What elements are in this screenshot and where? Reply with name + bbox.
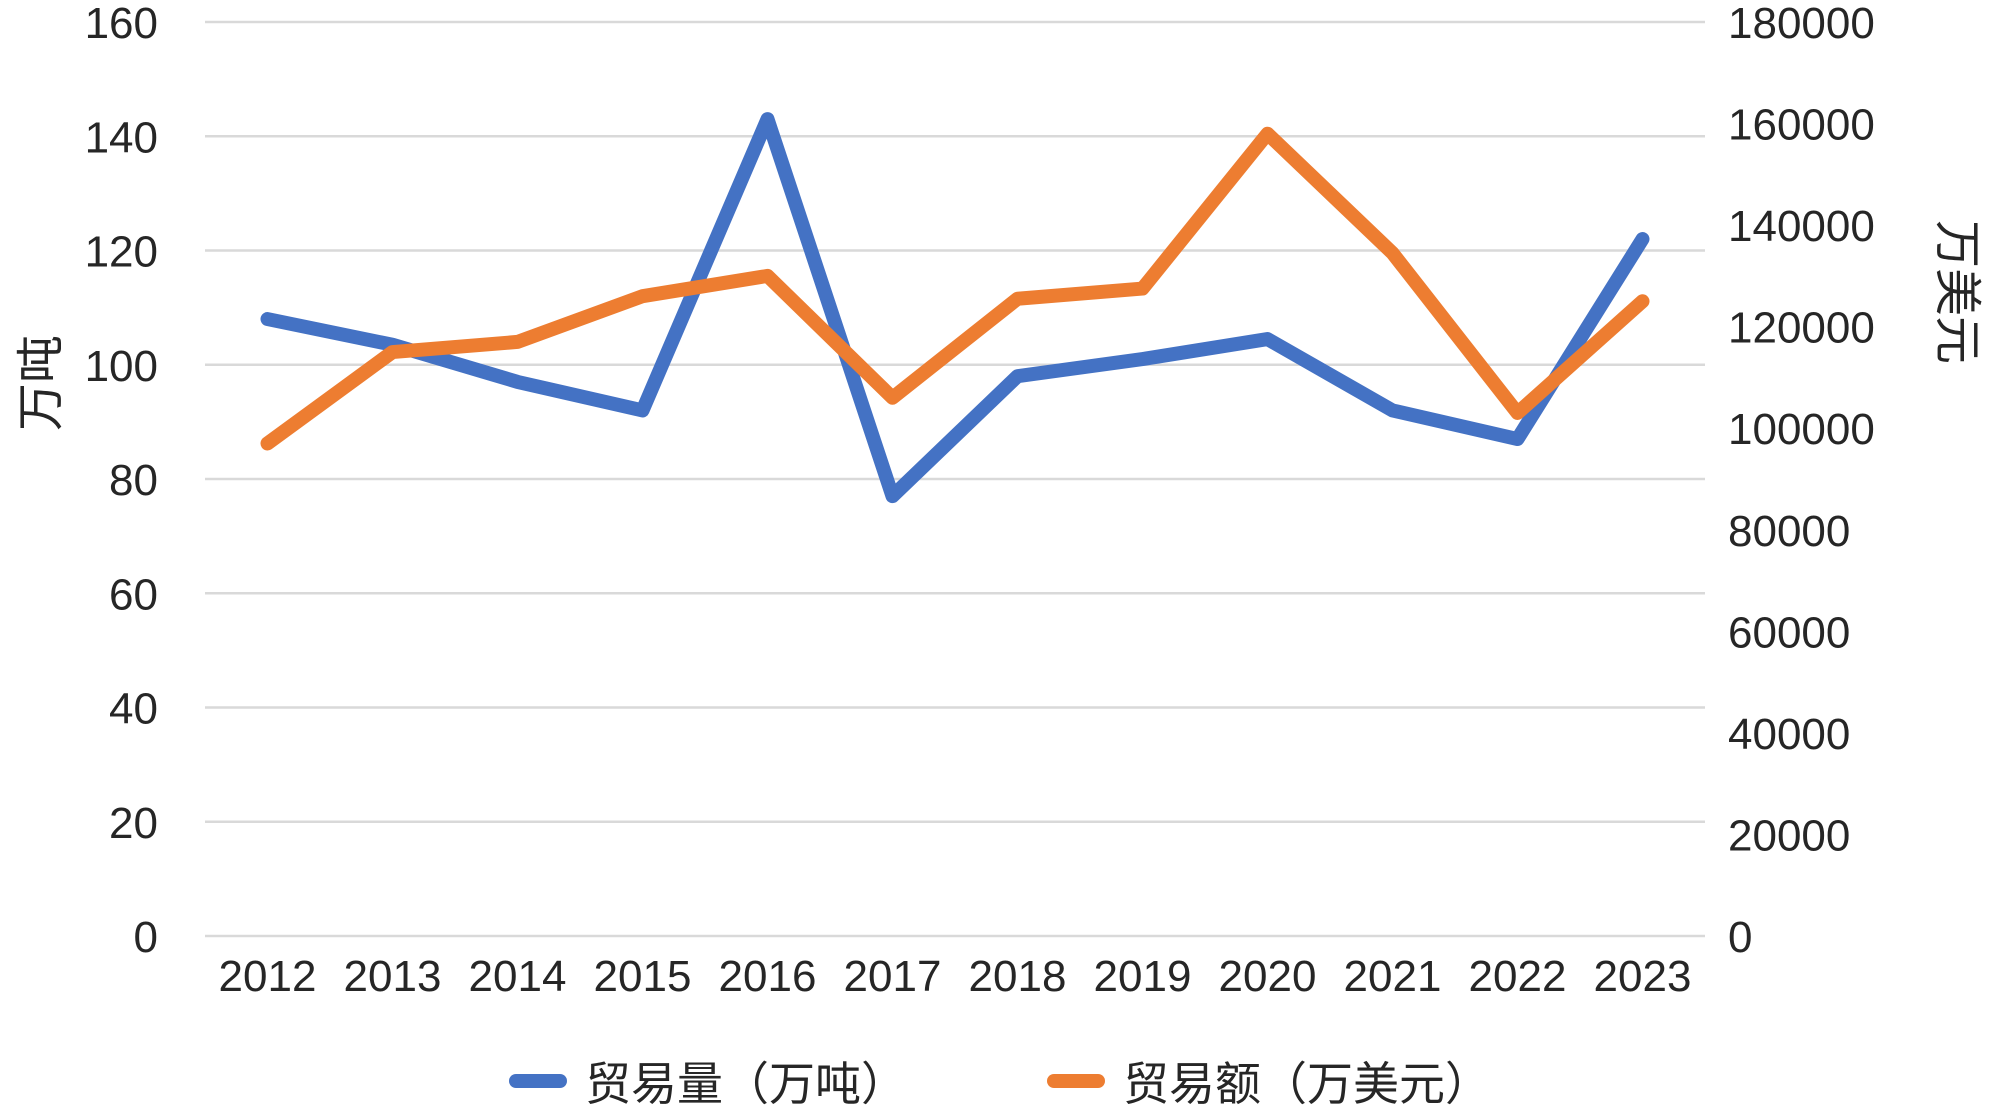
y-right-tick-label: 180000 — [1728, 0, 1875, 48]
y-right-tick-label: 60000 — [1728, 608, 1850, 657]
x-tick-label: 2020 — [1219, 952, 1317, 1001]
x-tick-label: 2019 — [1094, 952, 1192, 1001]
y-left-tick-label: 60 — [109, 570, 158, 619]
y-axis-right-tick-labels: 0 20000 40000 60000 80000 100000 120000 140000 1… — [1728, 0, 1875, 962]
series-lines — [260, 112, 1650, 504]
x-tick-label: 2021 — [1344, 952, 1442, 1001]
y-right-tick-label: 0 — [1728, 913, 1752, 962]
legend-item-trade-value: 贸易额（万美元） — [1047, 1048, 1491, 1114]
series-line-trade-volume — [260, 112, 1650, 504]
y-left-tick-label: 140 — [85, 113, 158, 162]
y-left-tick-label: 100 — [85, 342, 158, 391]
y-left-tick-label: 20 — [109, 799, 158, 848]
y-right-tick-label: 100000 — [1728, 405, 1875, 454]
y-right-tick-label: 80000 — [1728, 507, 1850, 556]
legend-swatch-trade-value — [1047, 1074, 1105, 1088]
x-tick-label: 2023 — [1594, 952, 1692, 1001]
legend-item-trade-volume: 贸易量（万吨） — [509, 1048, 907, 1114]
x-tick-label: 2014 — [469, 952, 567, 1001]
x-tick-label: 2013 — [344, 952, 442, 1001]
x-tick-label: 2018 — [969, 952, 1067, 1001]
x-tick-label: 2016 — [719, 952, 817, 1001]
x-axis-tick-labels: 2012 2013 2014 2015 2016 2017 2018 2019 2020 2021… — [219, 952, 1692, 1001]
y-left-tick-label: 120 — [85, 228, 158, 277]
x-tick-label: 2022 — [1469, 952, 1567, 1001]
y-right-tick-label: 160000 — [1728, 101, 1875, 150]
y-left-tick-label: 160 — [85, 0, 158, 48]
legend-label-trade-value: 贸易额（万美元） — [1123, 1058, 1491, 1110]
y-right-tick-label: 140000 — [1728, 202, 1875, 251]
y-left-tick-label: 40 — [109, 685, 158, 734]
x-tick-label: 2017 — [844, 952, 942, 1001]
y-axis-title-right: 万美元 — [1930, 219, 1983, 365]
x-tick-label: 2015 — [594, 952, 692, 1001]
y-right-tick-label: 40000 — [1728, 710, 1850, 759]
x-tick-label: 2012 — [219, 952, 317, 1001]
gridlines — [205, 20, 1705, 938]
y-left-tick-label: 0 — [134, 913, 158, 962]
y-left-tick-label: 80 — [109, 456, 158, 505]
legend-label-trade-volume: 贸易量（万吨） — [585, 1058, 907, 1110]
y-axis-left-tick-labels: 0 20 40 60 80 100 120 140 160 — [85, 0, 158, 962]
y-axis-title-left: 万吨 — [15, 334, 68, 432]
y-right-tick-label: 20000 — [1728, 811, 1850, 860]
y-right-tick-label: 120000 — [1728, 304, 1875, 353]
legend: 贸易量（万吨） 贸易额（万美元） — [0, 1048, 2000, 1114]
series-line-trade-value — [260, 126, 1650, 451]
legend-swatch-trade-volume — [509, 1074, 567, 1088]
